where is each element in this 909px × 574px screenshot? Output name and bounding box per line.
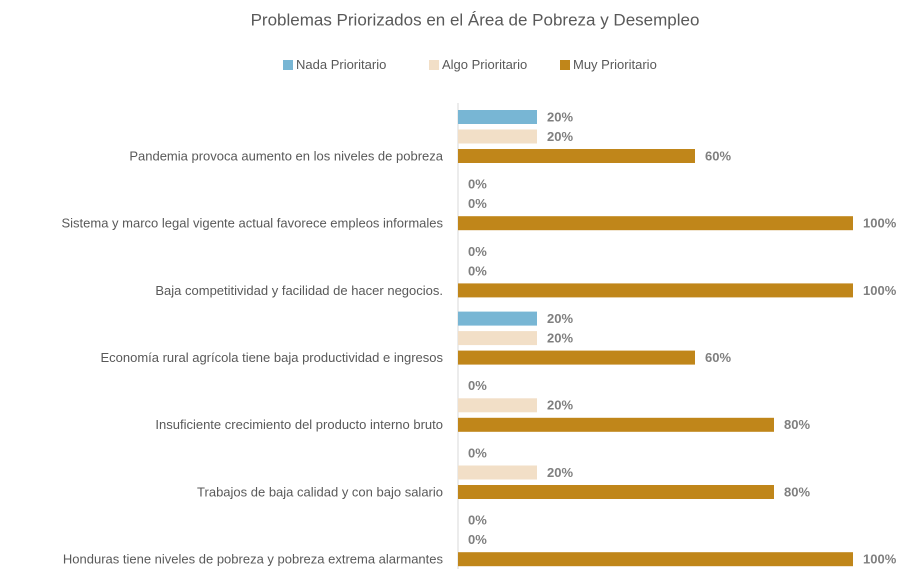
category-label: Trabajos de baja calidad y con bajo sala…	[197, 484, 443, 499]
value-label: 20%	[547, 465, 573, 480]
legend-swatch	[429, 60, 439, 70]
chart-title: Problemas Priorizados en el Área de Pobr…	[251, 10, 700, 29]
value-label: 0%	[468, 196, 487, 211]
bar	[458, 398, 537, 413]
legend-label: Algo Prioritario	[442, 57, 527, 72]
bar	[458, 129, 537, 144]
value-label: 0%	[468, 513, 487, 528]
value-label: 100%	[863, 283, 897, 298]
value-label: 0%	[468, 378, 487, 393]
bar	[458, 350, 695, 365]
legend-swatch	[560, 60, 570, 70]
category-label: Sistema y marco legal vigente actual fav…	[61, 216, 443, 231]
value-label: 0%	[468, 263, 487, 278]
legend-label: Muy Prioritario	[573, 57, 657, 72]
bar	[458, 149, 695, 163]
legend-swatch	[283, 60, 293, 70]
value-label: 20%	[547, 331, 573, 346]
value-label: 20%	[547, 129, 573, 144]
legend-label: Nada Prioritario	[296, 57, 386, 72]
value-label: 0%	[468, 244, 487, 259]
bar	[458, 331, 537, 346]
bar	[458, 552, 853, 567]
bar	[458, 311, 537, 326]
category-label: Insuficiente crecimiento del producto in…	[155, 417, 443, 432]
value-label: 0%	[468, 177, 487, 192]
category-label: Pandemia provoca aumento en los niveles …	[129, 148, 443, 163]
bar	[458, 485, 774, 499]
value-label: 100%	[863, 216, 897, 231]
bar	[458, 216, 853, 231]
value-label: 100%	[863, 552, 897, 567]
value-label: 0%	[468, 445, 487, 460]
value-label: 20%	[547, 109, 573, 124]
bar	[458, 417, 774, 432]
value-label: 80%	[784, 417, 810, 432]
bar	[458, 110, 537, 124]
category-label: Economía rural agrícola tiene baja produ…	[100, 350, 443, 365]
value-label: 20%	[547, 311, 573, 326]
bar	[458, 283, 853, 298]
category-label: Honduras tiene niveles de pobreza y pobr…	[63, 552, 444, 567]
value-label: 20%	[547, 398, 573, 413]
bar	[458, 465, 537, 480]
value-label: 80%	[784, 484, 810, 499]
value-label: 60%	[705, 350, 731, 365]
value-label: 0%	[468, 532, 487, 547]
category-label: Baja competitividad y facilidad de hacer…	[155, 283, 443, 298]
value-label: 60%	[705, 148, 731, 163]
